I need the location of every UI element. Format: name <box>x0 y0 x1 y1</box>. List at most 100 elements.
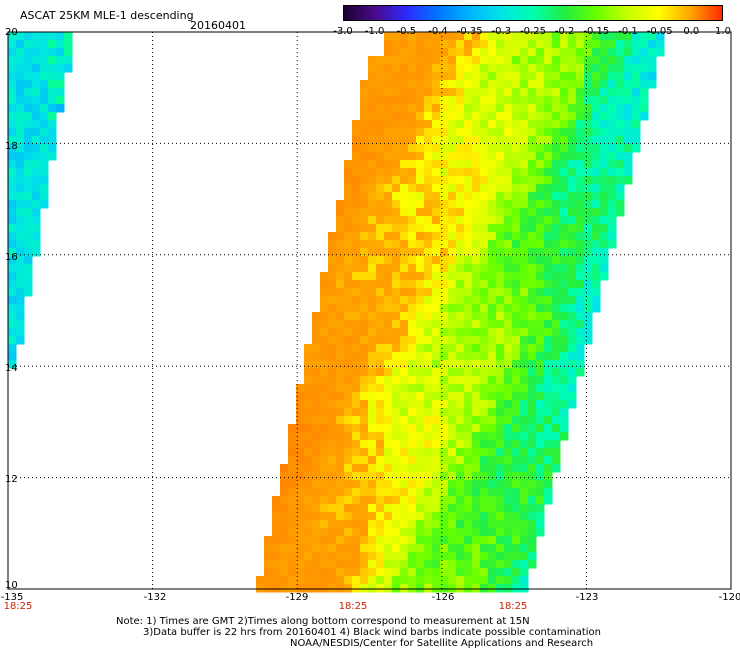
swath-cell <box>528 544 537 553</box>
swath-cell <box>616 176 625 185</box>
swath-cell <box>432 264 441 273</box>
swath-cell <box>536 464 545 473</box>
swath-cell <box>528 328 537 337</box>
swath-cell <box>472 480 481 489</box>
swath-cell <box>336 496 345 505</box>
swath-cell <box>560 256 569 265</box>
swath-cell <box>600 32 609 41</box>
swath-cell <box>344 456 353 465</box>
swath-cell <box>592 240 601 249</box>
swath-cell <box>544 248 553 257</box>
swath-cell <box>416 184 425 193</box>
swath-cell <box>368 504 377 513</box>
swath-cell <box>32 168 41 177</box>
swath-cell <box>8 288 17 297</box>
swath-cell <box>40 168 49 177</box>
swath-cell <box>496 344 505 353</box>
swath-cell <box>512 560 521 569</box>
swath-cell <box>464 272 473 281</box>
swath-cell <box>8 104 17 113</box>
swath-cell <box>464 72 473 81</box>
swath-cell <box>16 64 25 73</box>
swath-cell <box>552 64 561 73</box>
swath-cell <box>352 440 361 449</box>
lat-label-18: 18 <box>5 141 18 152</box>
swath-cell <box>424 488 433 497</box>
swath-cell <box>424 512 433 521</box>
swath-cell <box>424 480 433 489</box>
swath-cell <box>328 520 337 529</box>
swath-cell <box>560 112 569 121</box>
swath-cell <box>464 328 473 337</box>
swath-cell <box>48 88 57 97</box>
swath-cell <box>560 120 569 129</box>
swath-cell <box>504 248 513 257</box>
swath-cell <box>440 240 449 249</box>
colorbar-tick-label: -0.5 <box>396 26 417 37</box>
swath-cell <box>632 56 641 65</box>
swath-cell <box>488 224 497 233</box>
swath-cell <box>48 136 57 145</box>
swath-cell <box>592 248 601 257</box>
swath-cell <box>440 360 449 369</box>
swath-cell <box>568 216 577 225</box>
swath-cell <box>40 64 49 73</box>
swath-cell <box>544 224 553 233</box>
swath-cell <box>472 536 481 545</box>
swath-cell <box>560 152 569 161</box>
swath-cell <box>496 384 505 393</box>
swath-cell <box>424 176 433 185</box>
swath-cell <box>336 272 345 281</box>
swath-cell <box>408 56 417 65</box>
swath-cell <box>528 432 537 441</box>
swath-cell <box>464 440 473 449</box>
swath-cell <box>24 136 33 145</box>
swath-cell <box>408 128 417 137</box>
swath-cell <box>328 312 337 321</box>
swath-cell <box>392 264 401 273</box>
swath-cell <box>520 168 529 177</box>
swath-cell <box>528 296 537 305</box>
swath-cell <box>408 320 417 329</box>
swath-cell <box>400 456 409 465</box>
swath-cell <box>616 112 625 121</box>
swath-cell <box>360 464 369 473</box>
swath-cell <box>368 576 377 585</box>
swath-cell <box>456 48 465 57</box>
swath-cell <box>456 288 465 297</box>
swath-cell <box>336 464 345 473</box>
swath-cell <box>400 192 409 201</box>
swath-cell <box>504 560 513 569</box>
swath-cell <box>480 48 489 57</box>
swath-cell <box>592 256 601 265</box>
swath-cell <box>512 256 521 265</box>
swath-cell <box>488 56 497 65</box>
swath-cell <box>328 272 337 281</box>
swath-cell <box>616 160 625 169</box>
map-frame <box>7 31 732 590</box>
swath-cell <box>512 96 521 105</box>
swath-cell <box>544 40 553 49</box>
swath-cell <box>536 304 545 313</box>
swath-cell <box>424 88 433 97</box>
swath-cell <box>568 176 577 185</box>
swath-cell <box>480 256 489 265</box>
swath-cell <box>624 80 633 89</box>
swath-cell <box>624 160 633 169</box>
swath-cell <box>600 80 609 89</box>
swath-cell <box>488 128 497 137</box>
swath-cell <box>528 280 537 289</box>
swath-cell <box>560 80 569 89</box>
swath-cell <box>584 40 593 49</box>
swath-cell <box>368 408 377 417</box>
swath-cell <box>416 256 425 265</box>
swath-cell <box>536 448 545 457</box>
swath-cell <box>336 536 345 545</box>
swath-cell <box>24 144 33 153</box>
swath-cell <box>456 32 465 41</box>
swath-cell <box>592 216 601 225</box>
swath-cell <box>440 320 449 329</box>
swath-cell <box>320 400 329 409</box>
swath-cell <box>376 192 385 201</box>
swath-cell <box>328 352 337 361</box>
